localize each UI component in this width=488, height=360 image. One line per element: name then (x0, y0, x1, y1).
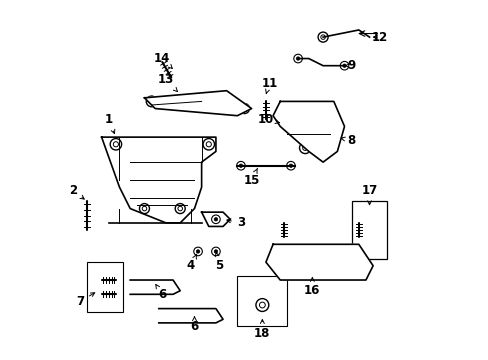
Circle shape (239, 164, 242, 167)
Text: 3: 3 (226, 216, 244, 229)
Circle shape (321, 257, 324, 260)
Bar (237, 276, 287, 327)
Circle shape (206, 100, 210, 103)
Polygon shape (265, 244, 372, 280)
Circle shape (189, 103, 192, 107)
Text: 18: 18 (254, 320, 270, 340)
Text: 14: 14 (154, 52, 172, 68)
Text: 5: 5 (215, 252, 223, 272)
Circle shape (342, 257, 346, 260)
Bar (351, 202, 386, 258)
Circle shape (288, 164, 292, 167)
Text: 6: 6 (156, 284, 166, 301)
Text: 12: 12 (371, 31, 387, 44)
Text: 15: 15 (243, 168, 259, 186)
Text: 8: 8 (341, 134, 355, 147)
Text: 1: 1 (104, 113, 115, 134)
Text: 4: 4 (186, 254, 196, 272)
Text: 13: 13 (158, 73, 177, 91)
Circle shape (196, 250, 200, 253)
Text: 11: 11 (261, 77, 277, 93)
Text: 17: 17 (361, 184, 377, 205)
Circle shape (214, 250, 217, 253)
Text: 9: 9 (344, 59, 355, 72)
Circle shape (214, 217, 217, 221)
Polygon shape (272, 102, 344, 162)
Polygon shape (144, 91, 251, 116)
Bar (87, 262, 123, 312)
Text: 16: 16 (304, 278, 320, 297)
Circle shape (296, 57, 299, 60)
Text: 2: 2 (69, 184, 84, 199)
Text: 7: 7 (76, 293, 95, 308)
Circle shape (342, 64, 346, 67)
Text: 10: 10 (257, 113, 279, 126)
Text: 6: 6 (190, 317, 198, 333)
